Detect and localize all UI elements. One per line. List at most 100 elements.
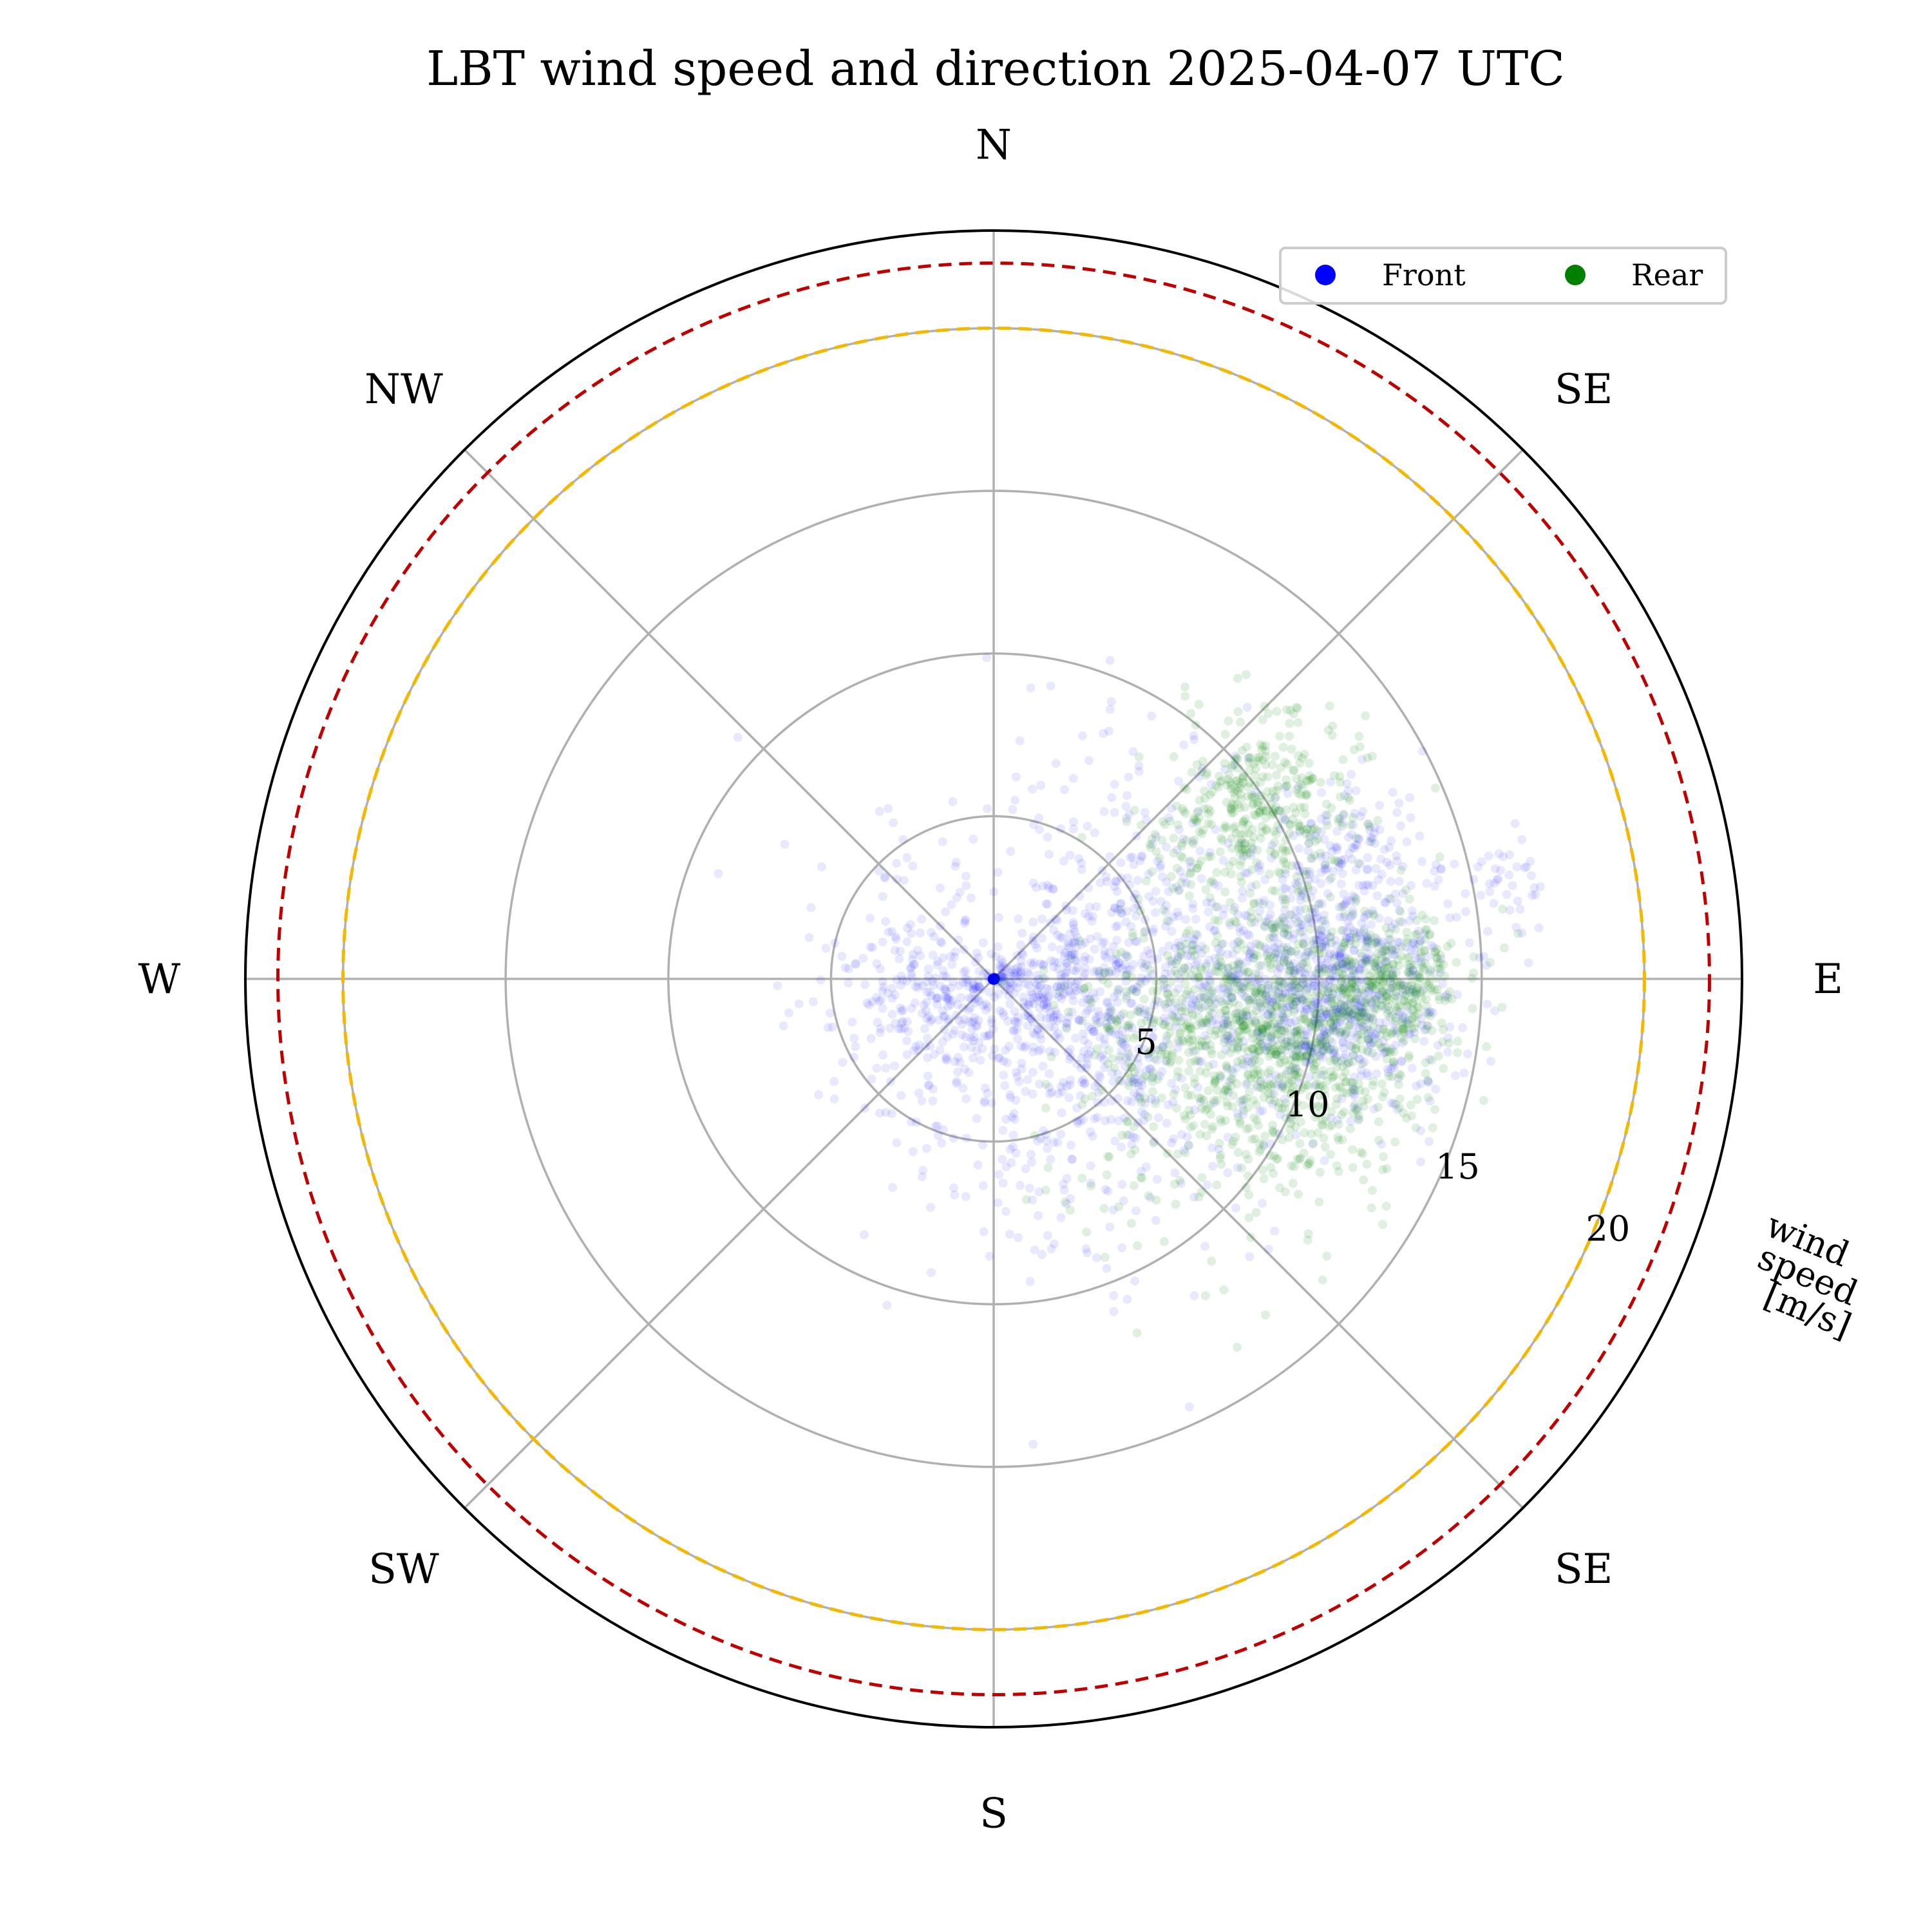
chart-title: LBT wind speed and direction 2025-04-07 … (426, 41, 1565, 97)
scatter-point (1141, 1005, 1150, 1014)
scatter-point (1041, 1014, 1051, 1023)
scatter-point (990, 974, 1000, 983)
scatter-point (974, 996, 984, 1006)
scatter-point (953, 1052, 963, 1062)
scatter-point (1067, 1155, 1077, 1164)
scatter-point (1151, 832, 1161, 842)
scatter-point (990, 976, 999, 985)
scatter-point (1062, 967, 1072, 976)
scatter-point (923, 972, 933, 981)
scatter-point (927, 1268, 936, 1277)
scatter-point (1065, 1045, 1075, 1054)
scatter-point (1036, 1012, 1045, 1022)
scatter-point (1425, 931, 1434, 940)
scatter-point (1306, 1041, 1316, 1050)
scatter-point (1484, 879, 1494, 889)
scatter-point (1061, 948, 1070, 958)
scatter-point (1303, 998, 1312, 1007)
scatter-point (1351, 786, 1361, 795)
scatter-point (1005, 999, 1015, 1009)
scatter-point (780, 840, 790, 849)
scatter-point (987, 975, 997, 984)
scatter-point (1113, 1116, 1123, 1126)
scatter-point (1179, 1013, 1189, 1023)
scatter-point (1238, 1095, 1247, 1105)
scatter-point (957, 1030, 967, 1039)
scatter-point (1028, 936, 1037, 945)
scatter-point (1422, 1001, 1432, 1011)
scatter-point (1227, 1065, 1236, 1075)
scatter-point (1271, 794, 1280, 803)
scatter-point (1128, 852, 1137, 862)
scatter-point (1051, 759, 1061, 768)
scatter-point (1164, 887, 1173, 896)
scatter-point (1112, 1017, 1122, 1027)
scatter-point (1220, 1034, 1229, 1043)
scatter-point (1242, 703, 1252, 712)
scatter-point (1373, 941, 1383, 951)
scatter-point (976, 984, 986, 994)
scatter-point (907, 1003, 916, 1013)
scatter-point (1191, 1056, 1200, 1066)
scatter-point (958, 1003, 968, 1013)
scatter-point (1173, 1036, 1182, 1045)
scatter-point (1066, 1141, 1076, 1150)
scatter-point (1336, 1018, 1345, 1027)
scatter-point (1103, 1186, 1113, 1196)
scatter-point (1305, 924, 1315, 934)
scatter-point (1267, 1007, 1276, 1016)
scatter-point (1244, 974, 1254, 984)
scatter-point (1287, 980, 1297, 990)
scatter-point (1325, 951, 1334, 960)
scatter-point (1090, 993, 1099, 1003)
scatter-point (1416, 1126, 1426, 1135)
scatter-point (1368, 968, 1378, 978)
scatter-point (1200, 1041, 1210, 1050)
scatter-point (1223, 1064, 1233, 1074)
radial-tick-label-5: 5 (1135, 1022, 1157, 1063)
scatter-point (1045, 883, 1054, 893)
scatter-point (1019, 1043, 1029, 1052)
scatter-point (961, 1032, 971, 1042)
scatter-point (1045, 1022, 1055, 1032)
scatter-point (938, 953, 948, 963)
scatter-point (933, 993, 943, 1003)
scatter-point (1097, 866, 1107, 875)
scatter-point (1106, 1015, 1116, 1025)
scatter-point (1050, 1047, 1059, 1057)
scatter-point (964, 981, 973, 991)
scatter-point (1148, 1032, 1157, 1041)
scatter-point (1124, 1049, 1133, 1059)
scatter-point (875, 964, 885, 974)
scatter-point (990, 973, 999, 983)
scatter-point (1242, 911, 1252, 921)
scatter-point (1396, 866, 1406, 875)
scatter-point (885, 1023, 895, 1033)
scatter-point (1045, 849, 1054, 859)
direction-label-n: N (976, 121, 1012, 169)
scatter-point (1057, 1108, 1066, 1117)
scatter-point (1292, 785, 1302, 794)
scatter-point (1134, 761, 1144, 771)
scatter-point (895, 946, 905, 956)
scatter-point (990, 976, 999, 985)
scatter-point (989, 976, 998, 985)
scatter-point (1439, 1064, 1448, 1074)
scatter-point (1059, 1179, 1068, 1189)
scatter-point (1524, 958, 1533, 968)
scatter-point (983, 1031, 992, 1041)
scatter-point (1182, 951, 1192, 960)
scatter-point (1498, 904, 1508, 914)
scatter-point (1062, 961, 1072, 971)
scatter-point (1161, 1003, 1171, 1012)
scatter-point (1009, 1109, 1019, 1119)
scatter-point (1288, 1179, 1298, 1188)
scatter-point (1273, 1050, 1282, 1059)
scatter-point (1114, 1202, 1124, 1211)
scatter-point (1001, 1162, 1011, 1171)
scatter-point (1142, 960, 1152, 970)
scatter-point (1374, 1117, 1383, 1126)
scatter-point (1207, 989, 1217, 998)
scatter-point (1103, 877, 1112, 886)
scatter-point (1318, 940, 1327, 949)
